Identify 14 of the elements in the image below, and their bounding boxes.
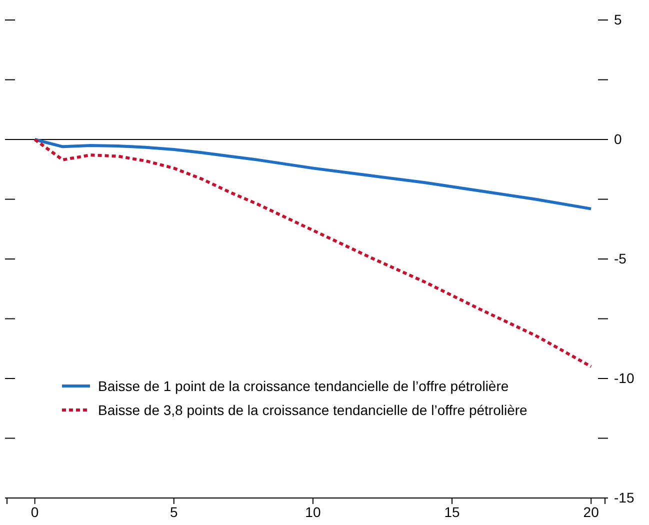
y-tick-label: 5 (614, 11, 622, 28)
y-tick-label: -5 (614, 250, 627, 266)
x-tick-label: 0 (30, 504, 39, 520)
x-tick-label: 20 (583, 504, 600, 520)
y-tick-label: -15 (614, 489, 634, 506)
x-tick-label: 5 (170, 504, 178, 520)
legend-label: Baisse de 3,8 points de la croissance tendancielle de l’offre pétrolière (98, 402, 528, 418)
line-series (33, 138, 593, 368)
x-tick-label: 10 (305, 504, 321, 520)
y-tick-label: 0 (614, 130, 622, 147)
x-tick-label: 15 (444, 504, 460, 520)
line-series (33, 138, 593, 210)
legend-label: Baisse de 1 point de la croissance tendancielle de l’offre pétrolière (98, 378, 509, 394)
y-tick-label: -10 (614, 370, 634, 386)
